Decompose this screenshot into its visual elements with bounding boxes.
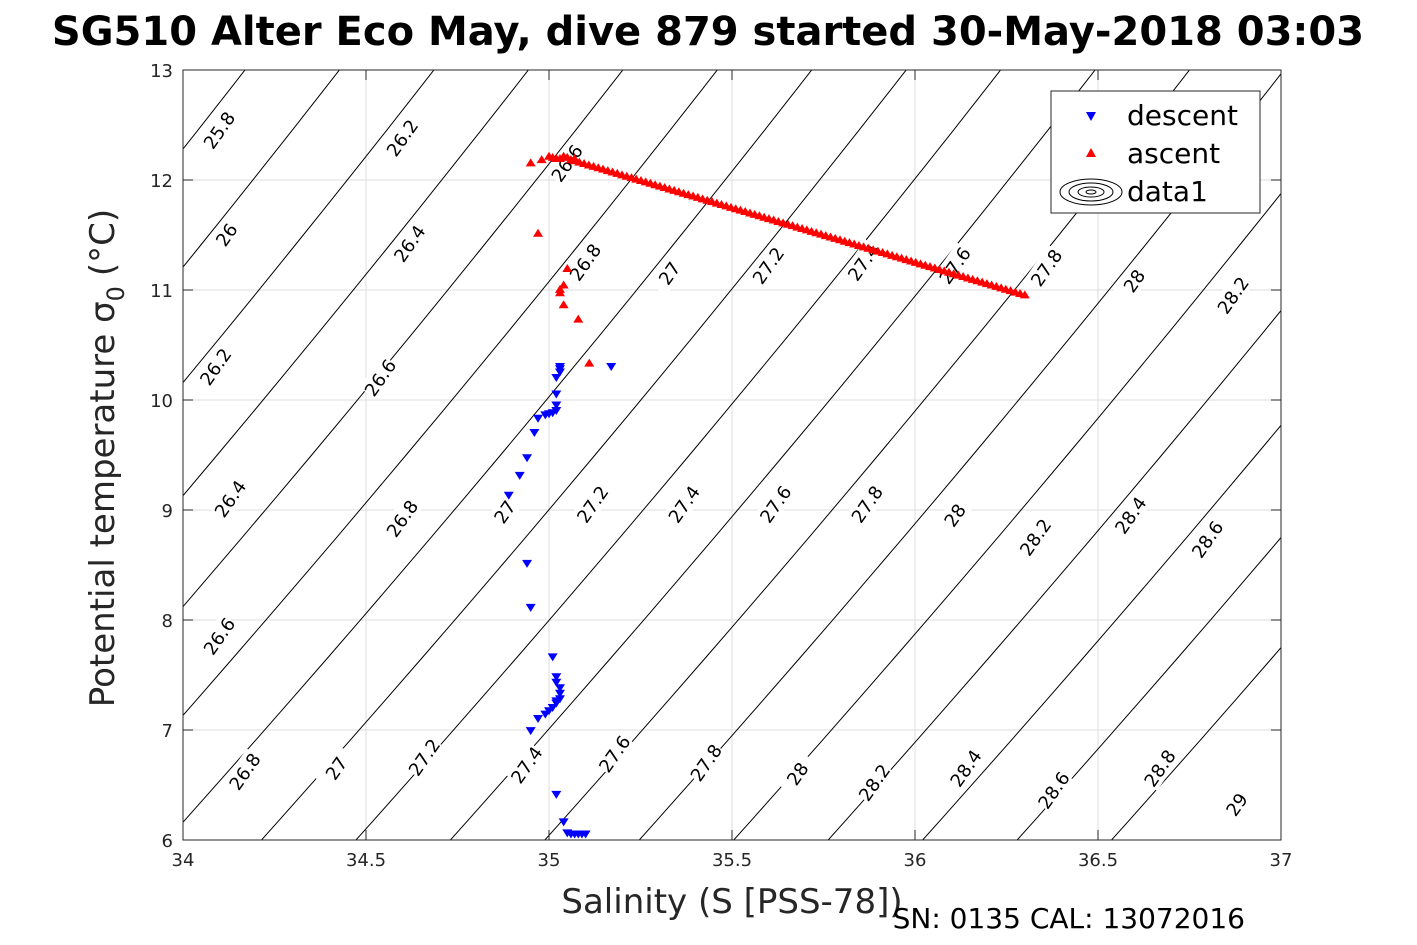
ascent-point — [562, 264, 573, 272]
x-axis-label: Salinity (S [PSS-78]) — [561, 882, 902, 922]
y-tick-label: 11 — [150, 281, 173, 302]
descent-point — [551, 374, 562, 382]
density-contour-line — [1016, 536, 1281, 840]
descent-point — [551, 790, 562, 799]
descent-point — [533, 414, 544, 423]
ascent-point — [525, 158, 536, 167]
descent-point — [503, 491, 514, 500]
y-axis-ticks: 6 7 8 9 10 11 12 13 — [150, 61, 1281, 852]
legend: descent ascent data1 — [1050, 90, 1261, 214]
x-tick-label: 36 — [904, 850, 927, 871]
y-axis-label-subscript: 0 — [102, 286, 130, 301]
legend-data1-label: data1 — [1127, 175, 1208, 208]
descent-point — [551, 401, 562, 410]
legend-descent-marker — [1086, 112, 1096, 121]
legend-descent-label: descent — [1127, 99, 1238, 132]
descent-point — [540, 411, 551, 420]
chart-title: SG510 Alter Eco May, dive 879 started 30… — [52, 9, 1364, 55]
y-tick-label: 10 — [150, 391, 173, 412]
density-contour-line — [1110, 646, 1281, 840]
descent-point — [551, 407, 562, 415]
ascent-point — [1019, 290, 1030, 299]
density-contour-line — [449, 70, 1096, 840]
descent-point — [580, 830, 591, 839]
descent-point — [551, 699, 562, 708]
descent-point — [540, 710, 551, 719]
density-contour-line — [183, 70, 718, 717]
descent-point — [551, 390, 562, 399]
descent-point — [554, 689, 565, 698]
ascent-point — [584, 358, 595, 367]
density-contour-line — [260, 70, 907, 840]
y-axis-label-main: Potential temperature σ — [83, 301, 123, 707]
x-tick-label: 36.5 — [1078, 850, 1118, 871]
density-contour-line — [183, 70, 529, 497]
descent-point — [529, 429, 540, 437]
density-contour-line — [183, 70, 340, 268]
density-contour-line — [183, 70, 435, 384]
y-tick-label: 13 — [150, 61, 173, 82]
y-tick-label: 12 — [150, 171, 173, 192]
density-contour-line — [183, 70, 813, 823]
descent-series — [503, 363, 617, 839]
y-axis-label-unit: (°C) — [83, 209, 123, 276]
descent-point — [547, 653, 558, 662]
x-tick-label: 35.5 — [712, 850, 752, 871]
ascent-series — [525, 151, 1030, 367]
descent-point — [533, 715, 544, 723]
ascent-point — [558, 280, 569, 289]
density-contour-line — [183, 70, 624, 608]
y-tick-label: 8 — [162, 611, 173, 632]
y-tick-label: 9 — [162, 501, 173, 522]
y-axis-label: Potential temperature σ0 (°C) — [83, 209, 130, 707]
descent-point — [551, 678, 562, 687]
descent-point — [554, 365, 565, 374]
density-contour-line — [827, 309, 1281, 840]
ascent-point — [533, 228, 544, 237]
x-tick-label: 35 — [538, 850, 561, 871]
ascent-point — [536, 155, 547, 164]
descent-point — [522, 454, 533, 463]
ascent-point — [558, 300, 569, 309]
y-tick-label: 6 — [162, 831, 173, 852]
x-axis-ticks: 34 34.5 35 35.5 36 36.5 37 — [172, 70, 1293, 871]
density-contour-line — [355, 70, 1002, 840]
density-contour-line — [921, 424, 1281, 840]
descent-point — [514, 471, 525, 480]
footer-serial-calibration: SN: 0135 CAL: 13072016 — [893, 902, 1245, 935]
density-contours — [183, 70, 1281, 840]
descent-point — [551, 673, 562, 682]
x-tick-label: 34 — [172, 850, 195, 871]
x-tick-label: 37 — [1270, 850, 1293, 871]
legend-ascent-label: ascent — [1127, 137, 1220, 170]
x-tick-label: 34.5 — [346, 850, 386, 871]
descent-point — [554, 684, 565, 693]
descent-point — [558, 818, 569, 827]
descent-point — [606, 363, 617, 371]
y-tick-label: 7 — [162, 721, 173, 742]
density-contour-line — [733, 192, 1281, 840]
descent-point — [525, 727, 536, 736]
legend-ascent-marker — [1086, 148, 1096, 157]
descent-point — [525, 603, 536, 612]
legend-contour-marker — [1059, 178, 1123, 206]
descent-point — [522, 559, 533, 568]
ascent-point — [554, 288, 565, 297]
ascent-point — [573, 314, 584, 323]
